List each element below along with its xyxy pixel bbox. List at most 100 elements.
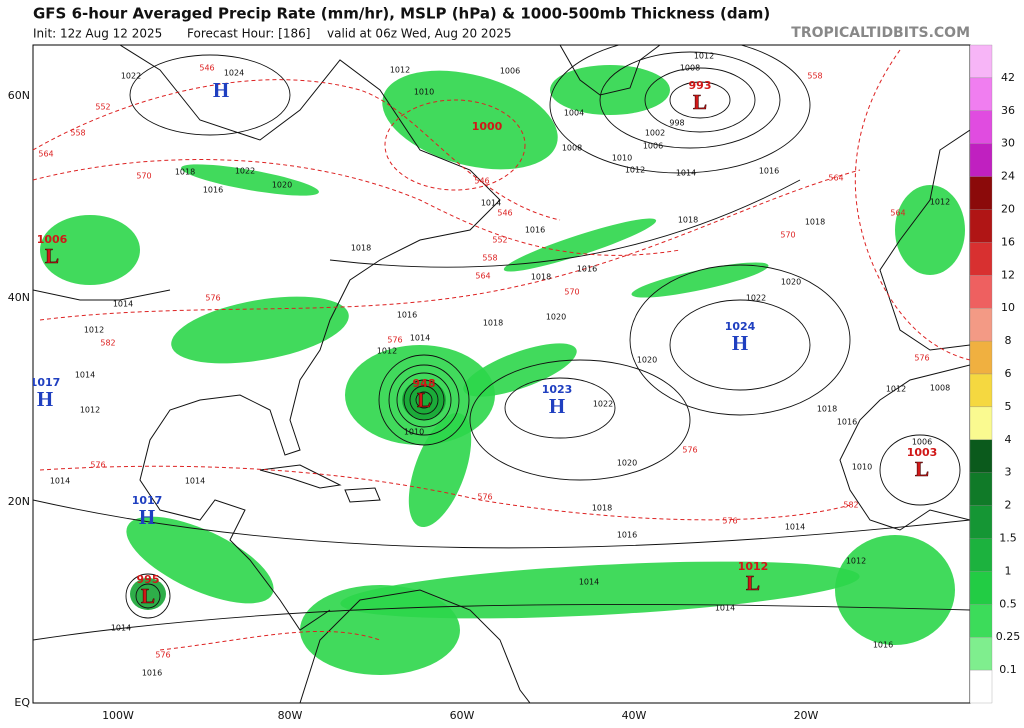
center-value: 1000 [472,120,503,133]
thickness-label: 564 [890,209,905,218]
isobars [33,45,970,641]
lon-label: 100W [102,709,134,722]
thickness-label: 558 [807,72,822,81]
thickness-label: 558 [70,129,85,138]
colorbar-swatch [969,571,993,605]
isobar-label: 1024 [224,69,244,78]
colorbar-swatch [969,637,993,671]
isobar-label: 1016 [873,641,893,650]
isobar-label: 1010 [852,463,872,472]
colorbar-label: 10 [1001,301,1015,314]
isobar-label: 1008 [562,144,582,153]
isobar-label: 1016 [203,186,223,195]
isobar-label: 1012 [886,385,906,394]
colorbar-label: 0.25 [996,630,1021,643]
thickness-label: 564 [475,272,490,281]
colorbar-label: 1 [1005,564,1012,577]
isobar-label: 1012 [930,198,950,207]
thickness-label: 552 [492,236,507,245]
isobar-label: 1012 [377,347,397,356]
isobar-label: 998 [669,119,684,128]
colorbar-label: 4 [1005,433,1012,446]
center-value: 1003 [907,446,938,459]
colorbar-swatch [969,77,993,111]
colorbar-label: 30 [1001,137,1015,150]
coastlines [33,45,970,703]
isobar-label: 1014 [715,604,735,613]
isobar-label: 1006 [912,438,932,447]
thickness-label: 576 [387,336,402,345]
pressure-centers: HL1006H1017H1017L995L9481000L993H1024H10… [30,78,938,608]
thickness [33,49,970,651]
isobar-label: 1018 [175,168,195,177]
thickness-label: 576 [682,446,697,455]
center-symbol: L [141,584,155,608]
isobar-label: 1016 [142,669,162,678]
isobar-label: 1008 [930,384,950,393]
colorbar-swatch [969,143,993,177]
isobar-label: 1012 [625,166,645,175]
isobar-label: 1016 [617,531,637,540]
isobar-label: 1014 [481,199,501,208]
colorbar-swatch [969,669,993,704]
isobar-label: 1006 [643,142,663,151]
colorbar-label: 8 [1005,334,1012,347]
axes: 60N 40N 20N EQ 100W 80W 60W 40W 20W [8,89,819,722]
thickness-label: 546 [497,209,512,218]
colorbar-swatch [969,176,993,210]
thickness-label: 582 [843,501,858,510]
isobar-label: 1018 [678,216,698,225]
isobar-label: 1022 [121,72,141,81]
isobar-label: 1016 [759,167,779,176]
colorbar-swatch [969,275,993,309]
center-symbol: H [37,387,53,411]
center-value: 1024 [725,320,756,333]
isobar-label: 1014 [579,578,599,587]
isobar-label: 1016 [525,226,545,235]
colorbar-label: 0.1 [999,663,1017,676]
isobar-label: 1016 [397,311,417,320]
thickness-label: 576 [205,294,220,303]
isobar-label: 1014 [75,371,95,380]
isobar-label: 1014 [111,624,131,633]
lon-label: 80W [278,709,303,722]
thickness-label: 546 [199,64,214,73]
colorbar-swatch [969,604,993,638]
thickness-label: 576 [477,493,492,502]
site-name: TROPICALTIDBITS.COM [791,25,970,41]
center-symbol: H [213,78,229,102]
colorbar-label: 24 [1001,170,1015,183]
isobar-label: 1004 [564,109,584,118]
map: 1022 1024 1018 1016 1020 1022 1012 1010 1006 1012… [30,45,970,703]
isobar-label: 1006 [500,67,520,76]
center-value: 1006 [37,233,68,246]
lat-label: 40N [8,291,30,304]
isobar-label: 1022 [235,167,255,176]
colorbar-label: 20 [1001,203,1015,216]
isobar-label: 1014 [785,523,805,532]
colorbar-label: 1.5 [999,532,1017,545]
center-value: 1017 [30,376,61,389]
colorbar-swatch [969,110,993,144]
isobar-label: 1014 [113,300,133,309]
center-value: 1017 [132,494,163,507]
lon-label: 60W [450,709,475,722]
center-value: 995 [137,573,160,586]
thickness-label: 576 [155,651,170,660]
thickness-label: 558 [482,254,497,263]
thickness-label: 582 [100,339,115,348]
isobar-label: 1020 [272,181,292,190]
center-symbol: L [915,457,929,481]
isobar-label: 1022 [746,294,766,303]
colorbar-label: 12 [1001,268,1015,281]
contour-labels: 1022 1024 1018 1016 1020 1022 1012 1010 1006 1012… [38,52,950,678]
center-value: 948 [413,377,436,390]
isobar-label: 1014 [185,477,205,486]
colorbar-swatch [969,242,993,276]
thickness-label: 570 [780,231,795,240]
isobar-label: 1010 [612,154,632,163]
center-value: 1012 [738,560,769,573]
center-symbol: H [139,505,155,529]
colorbar-label: 16 [1001,235,1015,248]
